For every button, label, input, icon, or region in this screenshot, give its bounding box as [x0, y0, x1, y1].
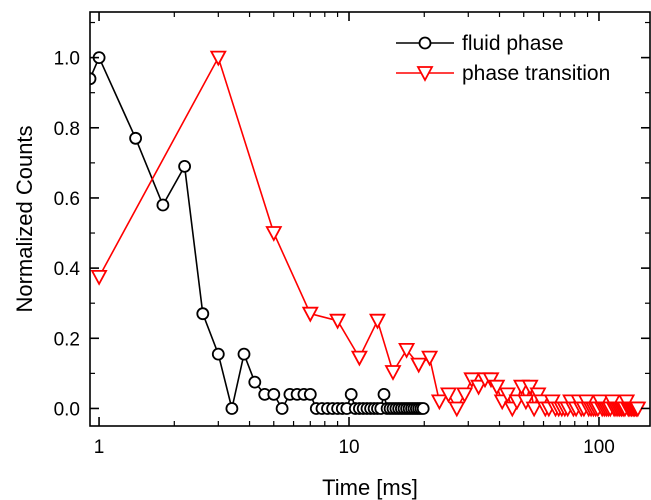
- data-point-phase-transition: [421, 350, 439, 367]
- y-tick-label: 0.8: [54, 119, 80, 140]
- legend-label-phase-transition: phase transition: [462, 62, 610, 85]
- data-point-phase-transition: [368, 313, 387, 330]
- series-line-phase-transition: [98, 55, 638, 411]
- data-point-phase-transition: [470, 379, 488, 396]
- x-tick-label: 100: [583, 437, 615, 458]
- data-point-phase-transition: [482, 372, 500, 389]
- data-point-fluid-phase: [416, 402, 430, 415]
- x-tick-label: 1: [94, 437, 105, 458]
- data-point-fluid-phase: [90, 72, 97, 86]
- data-point-fluid-phase: [129, 131, 143, 145]
- data-point-phase-transition: [448, 401, 466, 418]
- y-tick-label: 0.0: [54, 399, 80, 420]
- data-point-fluid-phase: [248, 375, 262, 389]
- data-point-phase-transition: [350, 350, 368, 367]
- data-point-fluid-phase: [267, 387, 281, 401]
- legend-marker-fluid-phase: [418, 36, 432, 50]
- data-point-phase-transition: [525, 401, 543, 418]
- data-point-phase-transition: [329, 313, 347, 330]
- plot-frame: [89, 11, 651, 427]
- data-point-fluid-phase: [377, 387, 391, 401]
- data-point-fluid-phase: [178, 159, 192, 173]
- data-point-phase-transition: [430, 394, 448, 411]
- data-point-phase-transition: [90, 270, 108, 286]
- data-point-fluid-phase: [237, 347, 251, 361]
- data-point-fluid-phase: [225, 402, 239, 415]
- data-point-fluid-phase: [275, 402, 289, 415]
- data-point-phase-transition: [384, 365, 402, 381]
- data-point-phase-transition: [456, 387, 474, 404]
- data-point-phase-transition: [398, 343, 416, 359]
- data-point-phase-transition: [410, 357, 428, 374]
- legend: fluid phase phase transition: [396, 32, 610, 85]
- x-tick-label: 10: [338, 437, 359, 458]
- series-line-fluid-phase: [90, 55, 424, 411]
- data-point-fluid-phase: [303, 387, 317, 401]
- data-point-fluid-phase: [156, 198, 170, 212]
- data-point-fluid-phase: [211, 347, 225, 361]
- legend-marker-phase-transition: [416, 66, 434, 82]
- x-axis-title: Time [ms]: [322, 475, 418, 500]
- data-point-fluid-phase: [196, 307, 210, 321]
- legend-label-fluid-phase: fluid phase: [462, 32, 564, 55]
- axes-layer: 0.0 0.2 0.4 0.6 0.8 1.0 1 10 100: [54, 12, 650, 458]
- data-point-phase-transition: [439, 387, 458, 404]
- data-point-phase-transition: [301, 306, 319, 323]
- data-point-phase-transition: [521, 379, 539, 396]
- data-point-phase-transition: [209, 50, 227, 67]
- data-point-fluid-phase: [344, 387, 358, 401]
- y-tick-label: 0.2: [54, 329, 80, 350]
- data-point-phase-transition: [488, 379, 506, 396]
- y-axis-title: Normalized Counts: [12, 125, 37, 312]
- plot-series-layer: [90, 50, 647, 418]
- data-point-phase-transition: [265, 226, 283, 242]
- y-tick-label: 1.0: [54, 49, 80, 70]
- y-tick-label: 0.6: [54, 189, 80, 210]
- data-point-phase-transition: [463, 372, 481, 389]
- y-tick-label: 0.4: [54, 259, 81, 280]
